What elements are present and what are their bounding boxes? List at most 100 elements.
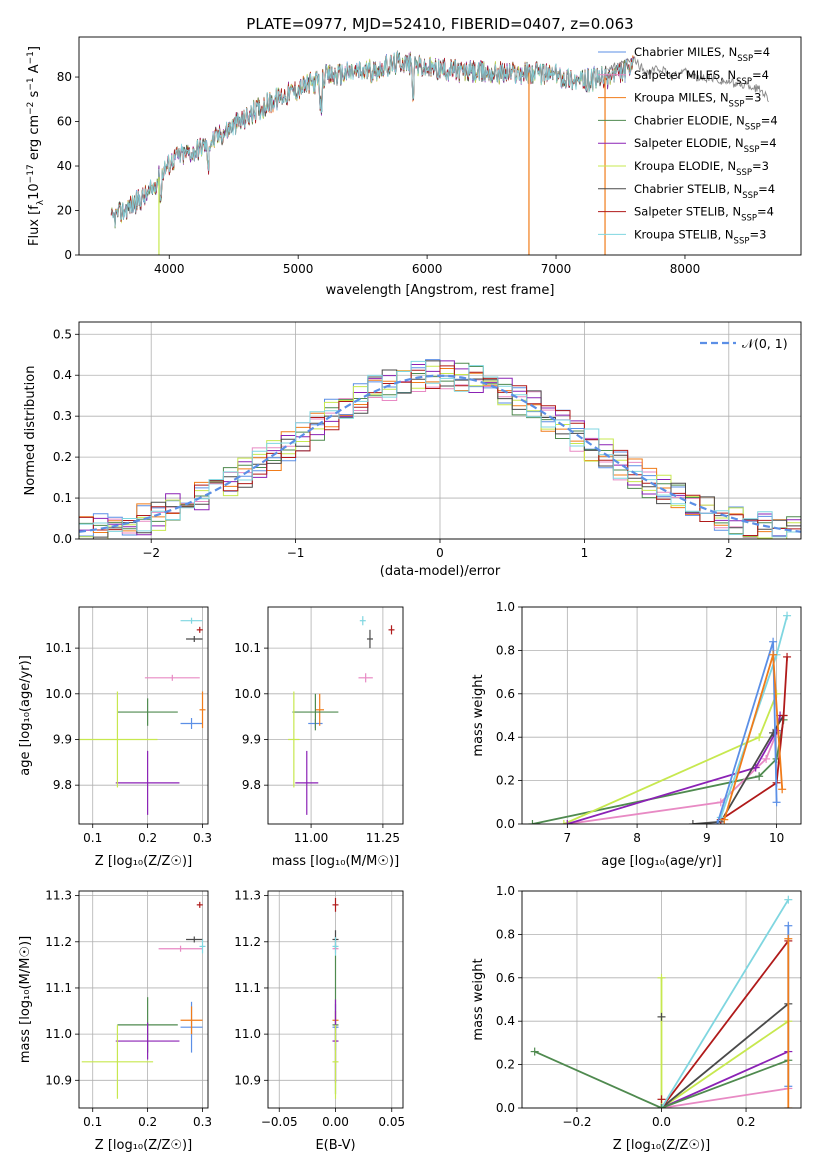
legend-sub: SSP xyxy=(737,54,753,64)
y-tick-label: 0.4 xyxy=(496,730,515,744)
y-tick-label: 11.1 xyxy=(234,981,261,995)
y-tick-label: 80 xyxy=(57,70,72,84)
y-axis-label: Normed distribution xyxy=(23,366,38,496)
legend-sub: SSP xyxy=(741,214,757,224)
x-tick-label: 0.05 xyxy=(378,1115,405,1129)
legend-entry: Kroupa STELIB, NSSP=3 xyxy=(634,227,766,246)
legend-text: =4 xyxy=(760,136,777,150)
x-tick-label: 0.1 xyxy=(83,831,102,845)
age-vs-mass-panel: 11.00 11.25 9.8 9.9 10.0 10.1 mass [log₁₀(M/M☉… xyxy=(234,606,404,869)
x-tick-label: 0.0 xyxy=(652,1115,671,1129)
x-tick-label: 7 xyxy=(564,831,572,845)
y-axis-label-part: −17 xyxy=(26,164,36,183)
y-tick-label: 10.9 xyxy=(234,1073,261,1087)
y-tick-label: 1.0 xyxy=(496,884,515,898)
legend-text: =3 xyxy=(752,159,769,173)
y-tick-label: 0.3 xyxy=(53,409,72,423)
weight-vs-age-panel: 7 8 9 10 0.0 0.2 0.4 0.6 0.8 1.0 age [log₁₀(age/yr… xyxy=(471,600,802,869)
x-tick-label: 0.2 xyxy=(736,1115,755,1129)
y-axis-label: mass [log₁₀(M/M☉)] xyxy=(18,936,33,1063)
axes-frame xyxy=(78,321,802,540)
y-axis-label-part: Flux [f xyxy=(27,205,42,246)
x-tick-label: 11.25 xyxy=(366,831,400,845)
y-tick-label: 9.9 xyxy=(242,732,261,746)
legend-text: =4 xyxy=(753,45,770,59)
y-tick-label: 9.8 xyxy=(53,778,72,792)
chart-title: PLATE=0977, MJD=52410, FIBERID=0407, z=0… xyxy=(246,15,633,33)
x-tick-label: 7000 xyxy=(541,262,572,276)
x-tick-label: 6000 xyxy=(412,262,443,276)
y-tick-label: 0.8 xyxy=(496,927,515,941)
x-tick-label: 0.3 xyxy=(193,831,212,845)
error-bars xyxy=(332,897,339,1099)
legend-text: Chabrier STELIB, N xyxy=(634,182,742,196)
y-tick-label: 0.5 xyxy=(53,327,72,341)
x-axis-label: (data-model)/error xyxy=(380,564,501,579)
y-axis-label-part: −1 xyxy=(26,51,36,64)
legend-entry: Kroupa ELODIE, NSSP=3 xyxy=(634,159,769,178)
mass-vs-ebv-panel: −0.05 0.00 0.05 10.9 11.0 11.1 11.2 11.3 E(B-V) xyxy=(234,889,405,1153)
y-tick-label: 0.0 xyxy=(496,1101,515,1115)
x-tick-label: 2 xyxy=(725,546,733,560)
y-tick-label: 11.0 xyxy=(234,1027,261,1041)
legend-text: =4 xyxy=(757,205,774,219)
y-tick-label: 20 xyxy=(57,204,72,218)
legend-sub: SSP xyxy=(736,77,752,87)
y-tick-label: 0.6 xyxy=(496,687,515,701)
x-tick-label: 0.3 xyxy=(193,1115,212,1129)
y-tick-label: 10.1 xyxy=(45,641,72,655)
weight-line xyxy=(532,719,785,824)
spectrum-line xyxy=(110,50,634,226)
legend-entry: Chabrier ELODIE, NSSP=4 xyxy=(634,113,778,132)
axes-frame xyxy=(78,36,802,256)
y-tick-label: 0.2 xyxy=(496,1058,515,1072)
weight-line xyxy=(661,1050,789,1108)
y-axis-label-part: ] xyxy=(27,46,42,51)
weight-vs-z-panel: −0.2 0.0 0.2 0.0 0.2 0.4 0.6 0.8 1.0 Z [log₁₀(Z/Z… xyxy=(471,884,802,1153)
y-tick-label: 11.2 xyxy=(45,935,72,949)
weight-line xyxy=(661,1087,789,1108)
x-tick-label: 9 xyxy=(703,831,711,845)
y-tick-label: 11.2 xyxy=(234,935,261,949)
x-tick-label: 0 xyxy=(436,546,444,560)
legend-text: Chabrier MILES, N xyxy=(634,45,737,59)
legend-text: =3 xyxy=(749,227,766,241)
x-tick-label: 0.1 xyxy=(83,1115,102,1129)
axes-frame xyxy=(78,890,209,1109)
x-tick-label: 1 xyxy=(581,546,589,560)
error-bars xyxy=(79,617,206,815)
x-tick-label: −0.05 xyxy=(261,1115,298,1129)
axes-frame xyxy=(78,606,209,825)
y-axis-label-part: −1 xyxy=(26,77,36,90)
x-tick-label: −0.2 xyxy=(562,1115,591,1129)
age-vs-z-panel: 0.1 0.2 0.3 9.8 9.9 10.0 10.1 Z [log₁₀(Z/Z☉)] ag… xyxy=(18,606,212,869)
observed-spectrum-line xyxy=(607,56,769,103)
legend-text: Kroupa STELIB, N xyxy=(634,227,734,241)
weight-line xyxy=(660,899,790,1108)
axes-frame xyxy=(267,890,404,1109)
y-axis-label-part: λ xyxy=(36,199,46,205)
legend-entry: 𝒩(0, 1) xyxy=(742,336,788,351)
legend-text: =4 xyxy=(758,182,775,196)
x-tick-label: 8000 xyxy=(670,262,701,276)
y-tick-label: 10.0 xyxy=(45,687,72,701)
y-tick-label: 10.1 xyxy=(234,641,261,655)
y-tick-label: 0.4 xyxy=(496,1014,515,1028)
y-tick-label: 11.0 xyxy=(45,1027,72,1041)
y-tick-label: 40 xyxy=(57,159,72,173)
y-axis-label-part: erg cm xyxy=(27,115,42,164)
weight-line xyxy=(716,641,778,824)
legend-text: Chabrier ELODIE, N xyxy=(634,113,745,127)
legend-text: =3 xyxy=(744,91,761,105)
x-axis-label: mass [log₁₀(M/M☉)] xyxy=(272,854,399,869)
y-axis-label: mass weight xyxy=(471,958,486,1040)
weight-line xyxy=(660,1003,789,1108)
x-axis-label: E(B-V) xyxy=(315,1138,355,1153)
y-tick-label: 0 xyxy=(64,248,72,262)
legend-text: =4 xyxy=(752,68,769,82)
y-tick-label: 10.0 xyxy=(234,687,261,701)
weight-lines xyxy=(528,611,792,824)
y-tick-label: 1.0 xyxy=(496,600,515,614)
weight-lines xyxy=(530,895,793,1108)
